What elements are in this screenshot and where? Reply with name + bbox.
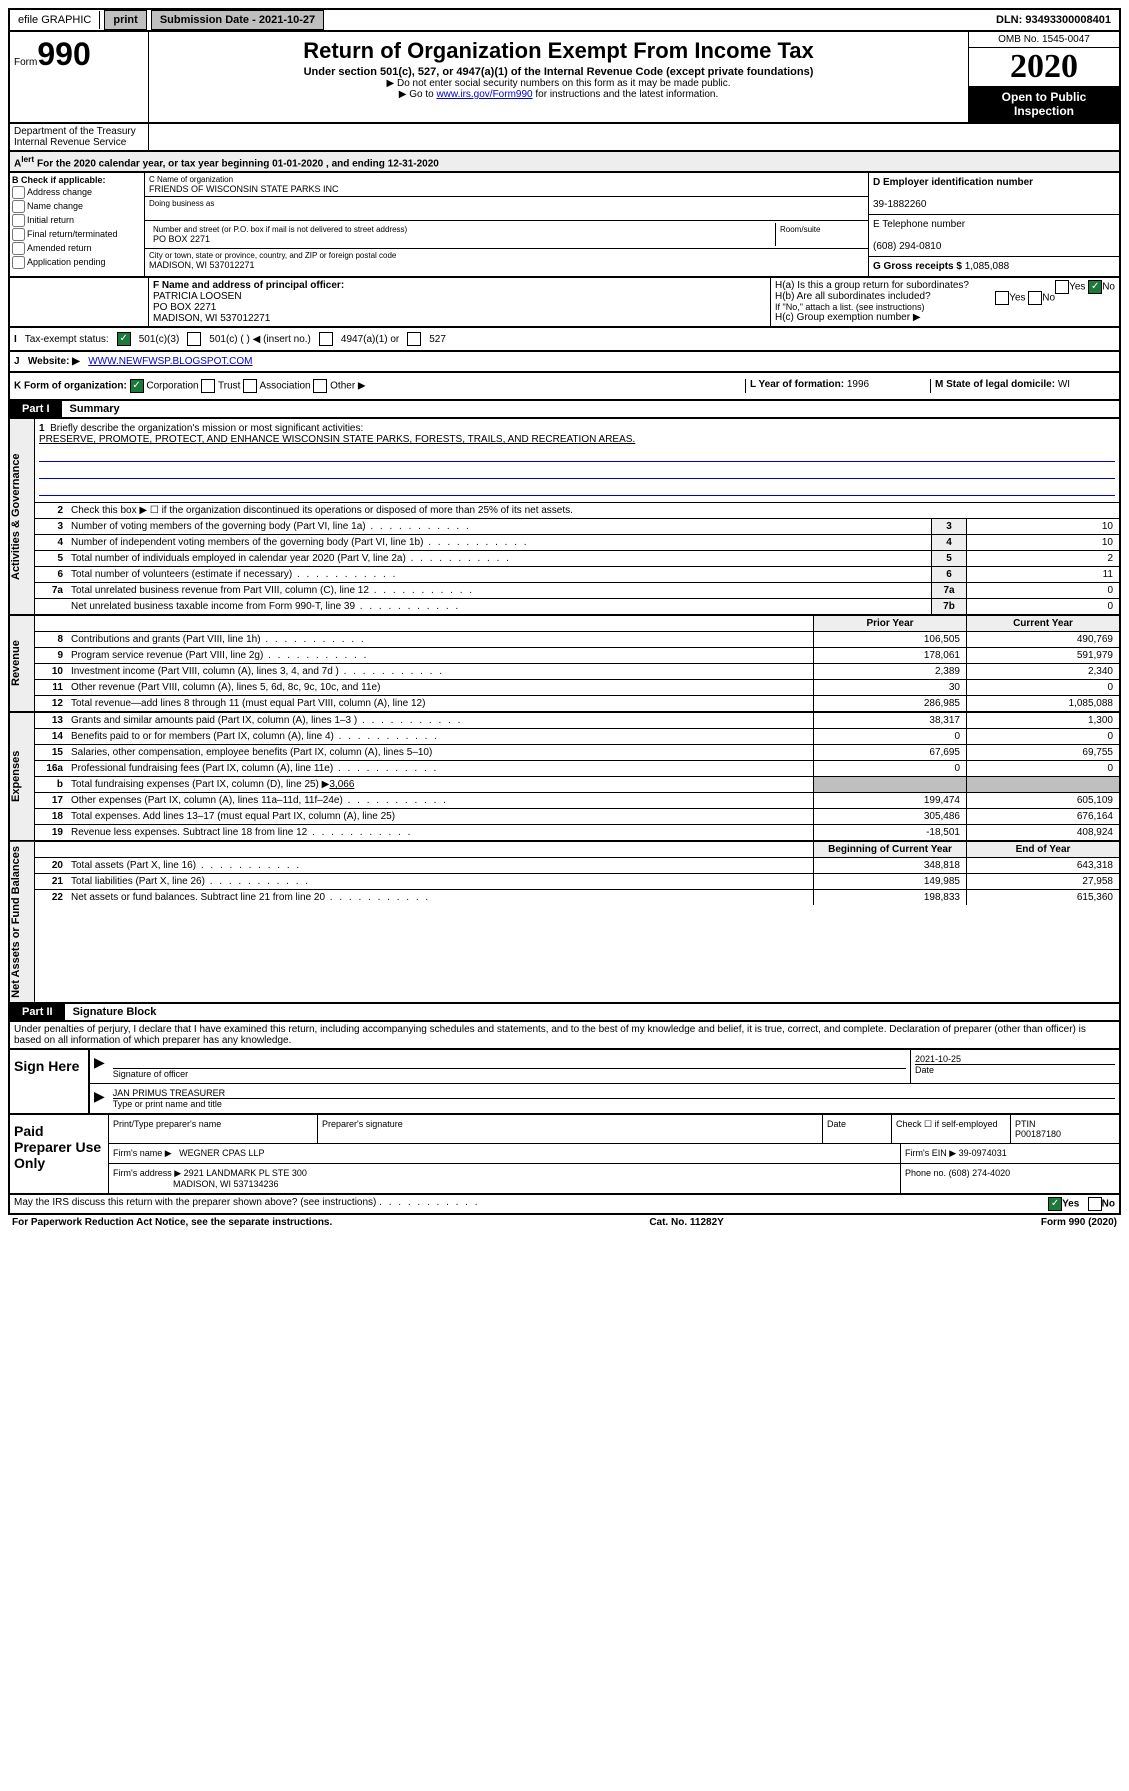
tax-year: 2020 <box>969 48 1119 86</box>
note-link: ▶ Go to www.irs.gov/Form990 for instruct… <box>153 89 964 100</box>
dept-row: Department of the Treasury Internal Reve… <box>8 124 1121 152</box>
org-city: MADISON, WI 537012271 <box>149 260 864 270</box>
row-f-h: F Name and address of principal officer:… <box>8 278 1121 328</box>
period-row: Alert For the 2020 calendar year, or tax… <box>8 152 1121 173</box>
501c3-check: ✓ <box>117 332 131 346</box>
addr-change-check[interactable] <box>12 186 25 199</box>
ptin: P00187180 <box>1015 1129 1061 1139</box>
entity-block: B Check if applicable: Address change Na… <box>8 173 1121 278</box>
irs-link[interactable]: www.irs.gov/Form990 <box>436 89 532 100</box>
gross-receipts: 1,085,088 <box>965 261 1010 272</box>
website-link[interactable]: WWW.NEWFWSP.BLOGSPOT.COM <box>88 356 252 367</box>
title-box: Return of Organization Exempt From Incom… <box>149 32 968 122</box>
right-col: D Employer identification number 39-1882… <box>868 173 1119 276</box>
name-change-check[interactable] <box>12 200 25 213</box>
side-governance: Activities & Governance <box>10 419 35 614</box>
footer-row: For Paperwork Reduction Act Notice, see … <box>8 1215 1121 1230</box>
efile-label: efile GRAPHIC <box>10 11 100 29</box>
form-header: Form990 Return of Organization Exempt Fr… <box>8 32 1121 124</box>
form-number-box: Form990 <box>10 32 149 122</box>
domicile-state: WI <box>1058 379 1070 390</box>
print-button[interactable]: print <box>104 10 146 30</box>
summary-governance: Activities & Governance 1 Briefly descri… <box>8 419 1121 616</box>
submission-date: Submission Date - 2021-10-27 <box>151 10 324 30</box>
declaration: Under penalties of perjury, I declare th… <box>8 1022 1121 1050</box>
summary-revenue: Revenue Prior YearCurrent Year 8Contribu… <box>8 616 1121 713</box>
dept-label: Department of the Treasury Internal Reve… <box>10 124 149 150</box>
omb: OMB No. 1545-0047 <box>969 32 1119 48</box>
discuss-row: May the IRS discuss this return with the… <box>8 1195 1121 1215</box>
subtitle: Under section 501(c), 527, or 4947(a)(1)… <box>153 66 964 78</box>
sign-here-block: Sign Here ▶ Signature of officer 2021-10… <box>8 1050 1121 1115</box>
phone: (608) 294-0810 <box>873 241 941 252</box>
side-netassets: Net Assets or Fund Balances <box>10 842 35 1002</box>
officer-name-title: JAN PRIMUS TREASURER <box>113 1088 1115 1099</box>
year-formed: 1996 <box>847 379 869 390</box>
ein: 39-1882260 <box>873 199 926 210</box>
open-public: Open to Public Inspection <box>969 86 1119 122</box>
side-expenses: Expenses <box>10 713 35 840</box>
row-j: J Website: ▶ WWW.NEWFWSP.BLOGSPOT.COM <box>8 352 1121 373</box>
initial-return-check[interactable] <box>12 214 25 227</box>
row-i: I Tax-exempt status: ✓ 501(c)(3) 501(c) … <box>8 328 1121 352</box>
paid-preparer-block: Paid Preparer Use Only Print/Type prepar… <box>8 1115 1121 1195</box>
officer-name: PATRICIA LOOSEN <box>153 291 242 302</box>
top-bar: efile GRAPHIC print Submission Date - 20… <box>8 8 1121 32</box>
firm-addr: 2921 LANDMARK PL STE 300 <box>184 1168 307 1178</box>
dln: DLN: 93493300008401 <box>988 11 1119 29</box>
year-box: OMB No. 1545-0047 2020 Open to Public In… <box>968 32 1119 122</box>
app-pending-check[interactable] <box>12 256 25 269</box>
row-k: K Form of organization: ✓ Corporation Tr… <box>8 373 1121 401</box>
org-address: PO BOX 2271 <box>153 234 771 244</box>
form-title: Return of Organization Exempt From Incom… <box>153 38 964 64</box>
amended-check[interactable] <box>12 242 25 255</box>
summary-expenses: Expenses 13Grants and similar amounts pa… <box>8 713 1121 842</box>
box-c: C Name of organization FRIENDS OF WISCON… <box>145 173 868 276</box>
part1-header: Part I Summary <box>8 401 1121 419</box>
summary-netassets: Net Assets or Fund Balances Beginning of… <box>8 842 1121 1004</box>
sig-date: 2021-10-25 <box>915 1054 1115 1065</box>
mission-text: PRESERVE, PROMOTE, PROTECT, AND ENHANCE … <box>39 434 635 445</box>
firm-phone: (608) 274-4020 <box>949 1168 1011 1178</box>
org-name: FRIENDS OF WISCONSIN STATE PARKS INC <box>149 184 864 194</box>
note-ssn: ▶ Do not enter social security numbers o… <box>153 78 964 89</box>
firm-ein: 39-0974031 <box>959 1148 1007 1158</box>
side-revenue: Revenue <box>10 616 35 711</box>
final-return-check[interactable] <box>12 228 25 241</box>
firm-name: WEGNER CPAS LLP <box>179 1148 264 1158</box>
part2-header: Part II Signature Block <box>8 1004 1121 1022</box>
box-b: B Check if applicable: Address change Na… <box>10 173 145 276</box>
